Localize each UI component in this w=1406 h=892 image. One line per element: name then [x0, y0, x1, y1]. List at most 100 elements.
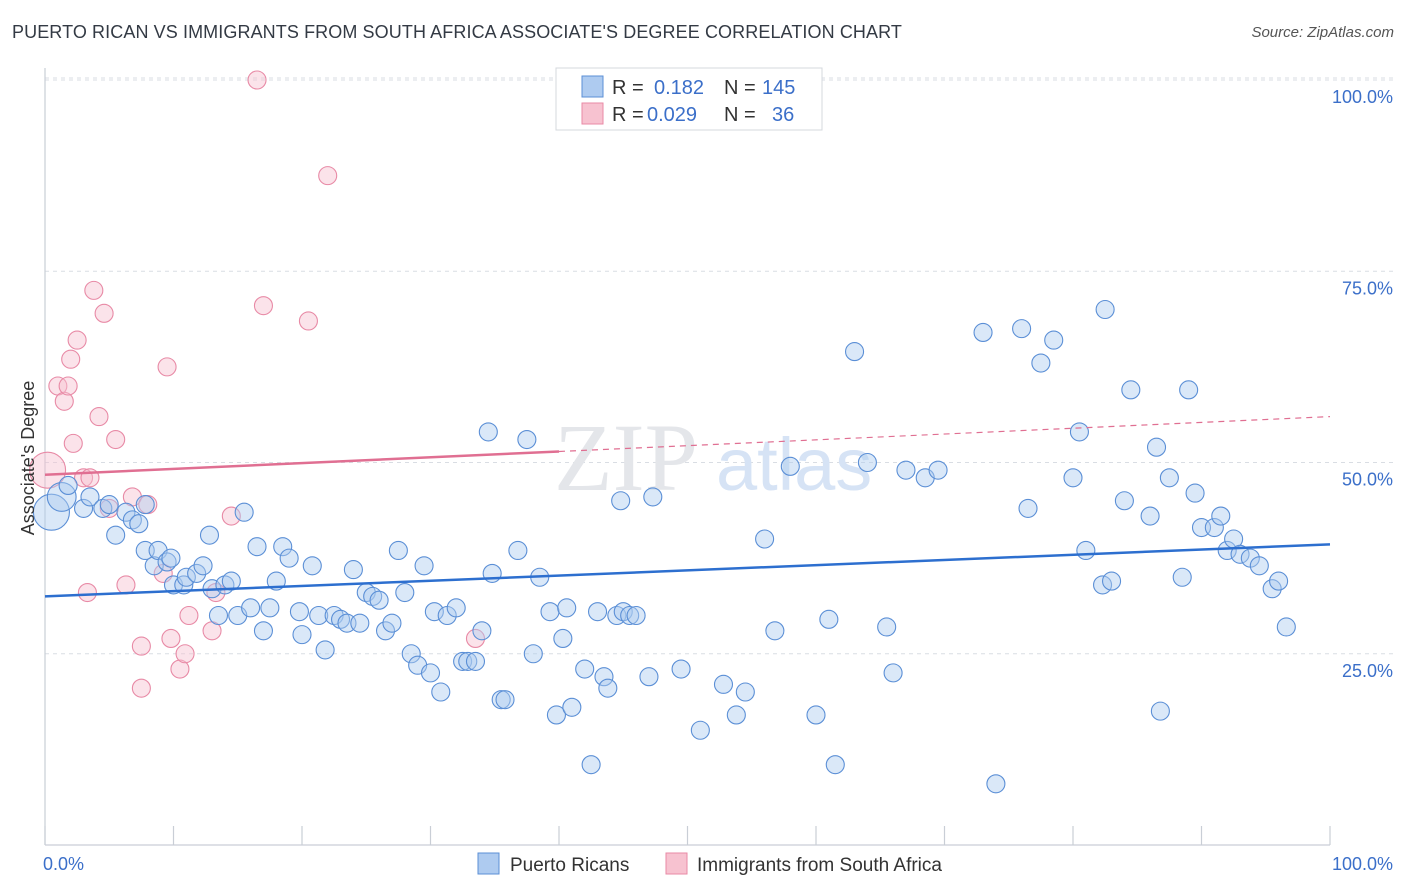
y-tick-labels: 25.0% 50.0% 75.0% 100.0%	[1332, 87, 1393, 681]
data-point	[458, 651, 478, 671]
series-legend: Puerto Ricans Immigrants from South Afri…	[477, 852, 942, 876]
legend-swatch-blue	[581, 75, 604, 98]
data-point	[575, 659, 595, 679]
data-point	[193, 556, 213, 576]
legend-r-value-1: 0.182	[654, 77, 704, 99]
data-point	[806, 705, 826, 725]
data-point	[302, 556, 322, 576]
data-point	[557, 598, 577, 618]
data-point	[1114, 491, 1134, 511]
data-point	[1230, 544, 1250, 564]
data-point	[80, 487, 100, 507]
watermark-atlas: atlas	[716, 423, 872, 506]
legend-r-label-2: R =	[612, 104, 644, 126]
data-point	[928, 460, 948, 480]
data-point	[472, 621, 492, 641]
data-point	[620, 605, 640, 626]
data-point	[208, 605, 229, 626]
data-point	[523, 644, 543, 664]
series-puerto-ricans	[32, 299, 1296, 794]
data-point	[58, 376, 78, 396]
data-point	[1276, 617, 1296, 637]
data-point	[690, 720, 710, 740]
data-point	[1063, 468, 1083, 488]
data-point	[877, 617, 897, 637]
data-point	[844, 342, 865, 362]
data-point	[253, 621, 274, 641]
data-point	[495, 690, 515, 710]
data-point	[973, 322, 993, 343]
data-point	[131, 678, 151, 698]
puerto-ricans-trend-line	[44, 543, 1331, 598]
trend-lines	[44, 416, 1331, 598]
data-point	[161, 548, 181, 568]
data-point	[1262, 579, 1282, 599]
data-point	[594, 667, 614, 687]
data-point	[825, 755, 845, 775]
data-point	[780, 456, 800, 476]
data-point	[639, 667, 659, 687]
data-point	[253, 296, 274, 316]
data-point	[643, 487, 663, 507]
data-point	[1249, 556, 1269, 576]
data-point	[61, 349, 81, 369]
data-point	[626, 605, 646, 626]
legend-n-value-1: 145	[762, 77, 795, 99]
data-point	[508, 540, 528, 561]
data-point	[465, 651, 486, 671]
data-point	[395, 582, 415, 603]
data-point	[241, 598, 261, 618]
y-axis-title: Associate's Degree	[18, 381, 38, 536]
y-tick-label: 75.0%	[1342, 278, 1393, 298]
data-point	[135, 495, 155, 515]
data-point	[29, 451, 67, 489]
data-point	[540, 602, 560, 622]
legend-n-label-2: N =	[724, 104, 756, 126]
bottom-legend-swatch-pink	[665, 852, 688, 875]
data-point	[735, 682, 755, 702]
data-point	[401, 644, 421, 664]
data-point	[819, 609, 839, 629]
data-point	[581, 755, 601, 775]
data-point	[84, 280, 104, 300]
data-point	[611, 491, 631, 511]
data-point	[587, 602, 608, 622]
data-point	[67, 330, 87, 350]
data-point	[562, 697, 582, 717]
data-point	[309, 605, 329, 626]
bottom-legend-swatch-blue	[477, 852, 500, 875]
data-point	[431, 682, 451, 702]
data-point	[260, 598, 280, 618]
chart-title: PUERTO RICAN VS IMMIGRANTS FROM SOUTH AF…	[12, 22, 902, 42]
data-point	[369, 590, 389, 610]
south-africa-trend-line	[44, 450, 560, 476]
data-point	[221, 506, 241, 526]
data-point	[1095, 299, 1115, 320]
data-point	[1150, 701, 1170, 721]
data-point	[1159, 468, 1179, 488]
bottom-legend-label-2: Immigrants from South Africa	[697, 855, 942, 876]
data-point	[1102, 571, 1122, 591]
data-point	[350, 613, 370, 633]
data-point	[1018, 498, 1038, 518]
data-point	[420, 663, 441, 683]
data-point	[157, 552, 177, 572]
series-immigrants-from-south-africa	[29, 70, 486, 698]
data-point	[1204, 517, 1224, 538]
data-point	[106, 429, 126, 450]
data-point	[713, 674, 734, 694]
correlation-legend: R = 0.182 N = 145 R = 0.029 N = 36	[555, 67, 823, 131]
data-point	[1211, 506, 1231, 526]
data-point	[116, 575, 136, 595]
data-point	[279, 548, 299, 568]
x-tick-label: 100.0%	[1332, 854, 1393, 874]
data-point	[176, 567, 196, 587]
data-point	[54, 391, 74, 411]
data-point	[289, 602, 309, 622]
data-point	[318, 166, 338, 186]
data-point	[1069, 422, 1089, 442]
data-point	[1012, 319, 1032, 339]
data-point	[266, 571, 286, 591]
legend-n-label-1: N =	[724, 77, 756, 99]
data-point	[247, 537, 267, 557]
